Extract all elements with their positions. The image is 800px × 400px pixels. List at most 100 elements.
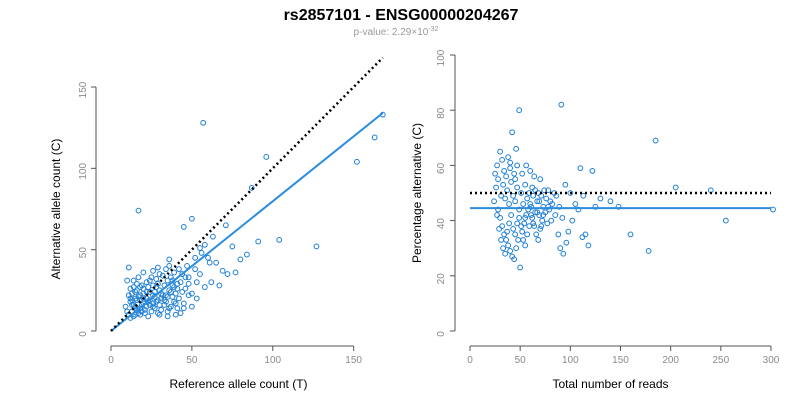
panel2-data-point: [505, 242, 512, 249]
panel1-y-axis-label: Alternative allele count (C): [49, 139, 63, 280]
panel1-data-point: [127, 295, 134, 302]
panel2-data-point: [607, 198, 614, 205]
panel2-y-tick-label: 60: [436, 162, 447, 174]
panel1-data-point: [201, 284, 208, 290]
panel2-data-point: [585, 242, 592, 249]
panel1-y-tick-label: 150: [78, 81, 89, 98]
panel2-data-point: [569, 217, 576, 224]
panel1-data-point: [232, 269, 239, 276]
panel1-y-tick-label: 0: [78, 331, 89, 337]
panel2-data-point: [722, 217, 729, 224]
panel1-data-point: [140, 269, 147, 276]
panel2-data-point: [652, 137, 659, 144]
panel2-data-point: [510, 192, 517, 199]
panel2-data-point: [580, 192, 587, 199]
panel1-data-point: [229, 243, 236, 250]
panel1-data-point: [133, 287, 140, 294]
panel1-data-point: [161, 297, 168, 303]
panel1-data-point: [137, 292, 144, 299]
panel1-data-point: [248, 184, 255, 191]
panel2-data-point: [527, 201, 534, 207]
panel1-data-point: [163, 292, 169, 299]
panel2-data-point: [518, 223, 525, 230]
panel1-data-point: [208, 279, 215, 286]
panel1-data-point: [153, 298, 160, 305]
panel1-data-point: [193, 279, 200, 286]
panel2-data-point: [527, 168, 534, 174]
panel1-x-tick-label: 0: [108, 355, 114, 366]
panel1-data-point: [237, 256, 244, 263]
panel2-data-point: [537, 176, 544, 183]
panel1-data-point: [150, 300, 156, 307]
panel1-data-point: [142, 310, 148, 317]
panel2-data-point: [500, 181, 507, 188]
panel1-data-point: [174, 305, 181, 312]
panel1-fit-line: [110, 112, 384, 332]
panel1-data-point: [210, 233, 216, 240]
panel2-y-tick-label: 20: [436, 273, 447, 285]
panel1-data-point: [219, 267, 226, 274]
panel1-data-point: [125, 292, 132, 299]
panel2-data-point: [514, 184, 521, 191]
chart-title: rs2857101 - ENSG00000204267: [284, 7, 519, 24]
panel2-data-point: [548, 217, 555, 224]
panel1-data-point: [138, 308, 145, 315]
panel1-data-point: [201, 241, 208, 248]
panel2-y-tick-label: 40: [436, 218, 447, 230]
panel1-data-point: [243, 251, 250, 258]
panel2-x-tick-label: 0: [467, 355, 473, 366]
panel1-data-point: [167, 274, 174, 281]
panel1-x-tick-label: 150: [345, 355, 362, 366]
panel1-data-point: [159, 272, 166, 279]
panel2-data-point: [541, 187, 548, 194]
panel2-data-point: [538, 223, 545, 230]
panel1-data-point: [159, 292, 166, 299]
panel1-data-point: [192, 254, 199, 261]
panel1-data-point: [263, 154, 270, 160]
panel1-data-point: [192, 266, 199, 273]
panel2-data-point: [534, 198, 541, 205]
panel1-data-point: [148, 274, 155, 281]
panel1-data-point: [213, 259, 220, 266]
panel1-data-point: [130, 284, 137, 290]
panel2-data-point: [532, 209, 539, 216]
panel2-data-point: [509, 129, 516, 136]
panel2-data-point: [552, 212, 559, 218]
allele-count-scatter-panel: 0 50 100 150 0 50 100 150 Reference allele count…: [49, 56, 386, 391]
panel2-data-point: [512, 231, 519, 238]
panel1-data-point: [137, 284, 144, 290]
panel2-data-point: [497, 214, 504, 221]
panel1-data-point: [155, 280, 161, 287]
panel2-data-point: [518, 190, 525, 196]
panel1-data-point: [167, 289, 174, 295]
panel2-data-point: [540, 212, 547, 218]
panel1-data-point: [172, 300, 179, 307]
panel2-data-point: [549, 201, 556, 207]
panel1-data-point: [145, 298, 152, 305]
panel1-data-point: [171, 298, 177, 305]
panel1-data-point: [150, 267, 156, 274]
panel1-data-point: [156, 311, 163, 318]
panel1-data-point: [171, 284, 177, 290]
panel1-data-point: [127, 298, 134, 305]
panel1-data-point: [153, 276, 160, 282]
panel2-data-point: [559, 214, 566, 221]
panel1-data-point: [177, 310, 184, 317]
panel1-data-point: [180, 223, 187, 230]
panel2-data-point: [536, 212, 543, 218]
panel2-data-point: [770, 206, 776, 213]
panel2-y-tick-label: 0: [436, 331, 447, 337]
panel1-data-point: [171, 269, 177, 276]
panel1-data-point: [130, 277, 137, 284]
panel1-data-point: [276, 237, 283, 243]
panel2-data-point: [577, 165, 584, 172]
panel2-data-point: [504, 187, 511, 194]
panel1-data-point: [135, 274, 142, 281]
panel1-data-point: [197, 245, 203, 251]
panel1-data-point: [145, 313, 152, 320]
panel1-data-point: [172, 290, 179, 297]
panel1-data-point: [132, 289, 139, 295]
panel2-data-point: [507, 248, 514, 254]
panel1-data-point: [132, 303, 139, 310]
panel1-data-point: [182, 285, 189, 292]
